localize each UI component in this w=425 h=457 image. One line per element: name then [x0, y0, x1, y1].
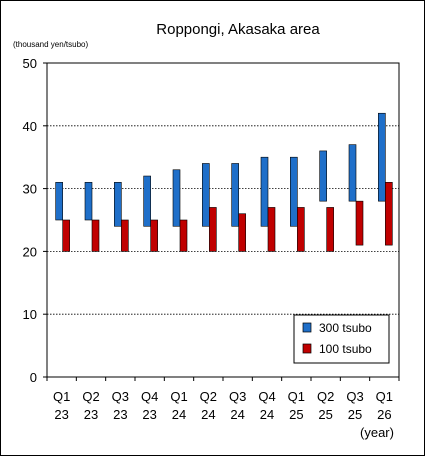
x-tick-label-year: 25 [318, 407, 332, 422]
x-tick-label-year: 25 [348, 407, 362, 422]
bars [55, 112, 393, 252]
bar-100-tsubo [91, 219, 100, 252]
x-tick-label-quarter: Q1 [53, 389, 70, 404]
x-tick-label-quarter: Q2 [317, 389, 334, 404]
x-tick-label-quarter: Q3 [229, 389, 246, 404]
legend-label-300-tsubo: 300 tsubo [319, 321, 372, 335]
x-tick-label-quarter: Q1 [376, 389, 393, 404]
x-tick-label-year: 24 [172, 407, 186, 422]
bar-300-tsubo [114, 182, 122, 227]
x-tick-label-quarter: Q2 [82, 389, 99, 404]
x-tick-label-year: 23 [113, 407, 127, 422]
x-tick-label-quarter: Q1 [170, 389, 187, 404]
bar-300-tsubo [55, 182, 63, 221]
bar-100-tsubo [355, 200, 364, 246]
bar-100-tsubo [150, 219, 158, 252]
bar-300-tsubo [172, 169, 181, 227]
x-tick-label-quarter: Q3 [346, 389, 363, 404]
legend-swatch-300-tsubo [302, 322, 312, 333]
legend-swatch-100-tsubo [302, 343, 312, 354]
bar-300-tsubo [84, 182, 93, 221]
x-tick-label-quarter: Q4 [141, 389, 158, 404]
bar-300-tsubo [143, 175, 151, 227]
x-tick-labels: Q1 23 Q2 23 Q3 23 Q4 23 Q1 24 Q2 24 Q3 24 Q4 24 Q1 25 Q2 25… [53, 389, 393, 422]
bar-100-tsubo [267, 207, 276, 252]
x-tick-label-quarter: Q4 [258, 389, 275, 404]
chart-title: Roppongi, Akasaka area [156, 21, 320, 38]
y-axis-unit-label: (thousand yen/tsubo) [13, 40, 88, 49]
y-tick-labels: 0 10 20 30 40 50 [23, 56, 37, 385]
bar-100-tsubo [179, 219, 188, 252]
x-tick-label-year: 24 [230, 407, 244, 422]
x-tick-label-year: 24 [260, 407, 274, 422]
x-tick-label-year: 26 [377, 407, 391, 422]
bar-300-tsubo [348, 144, 357, 202]
bar-100-tsubo [297, 207, 305, 252]
y-tick-label: 0 [30, 370, 37, 385]
x-tick-label-year: 23 [84, 407, 98, 422]
bar-100-tsubo [238, 213, 246, 252]
x-tick-label-year: 23 [54, 407, 68, 422]
bar-100-tsubo [385, 182, 393, 246]
bar-100-tsubo [121, 219, 129, 252]
x-tick-label-year: 23 [142, 407, 156, 422]
y-tick-label: 50 [23, 56, 37, 71]
bar-100-tsubo [62, 219, 70, 252]
y-tick-label: 20 [23, 244, 37, 259]
legend: 300 tsubo 100 tsubo [293, 314, 390, 364]
y-tick-label: 30 [23, 182, 37, 197]
x-tick-label-quarter: Q3 [112, 389, 129, 404]
y-tick-label: 40 [23, 119, 37, 134]
axes [43, 62, 400, 381]
bar-100-tsubo [326, 207, 334, 252]
bar-300-tsubo [231, 163, 239, 227]
bar-300-tsubo [260, 156, 269, 227]
x-tick-label-quarter: Q1 [288, 389, 305, 404]
bar-300-tsubo [202, 163, 210, 227]
bar-300-tsubo [290, 156, 298, 227]
bar-300-tsubo [319, 150, 327, 202]
gridlines [47, 125, 399, 315]
legend-label-100-tsubo: 100 tsubo [319, 342, 372, 356]
x-axis-unit-label: (year) [360, 425, 394, 440]
x-tick-label-year: 25 [289, 407, 303, 422]
x-tick-label-quarter: Q2 [200, 389, 217, 404]
bar-300-tsubo [378, 112, 386, 202]
bar-100-tsubo [209, 207, 217, 252]
y-tick-label: 10 [23, 307, 37, 322]
x-tick-label-year: 24 [201, 407, 215, 422]
